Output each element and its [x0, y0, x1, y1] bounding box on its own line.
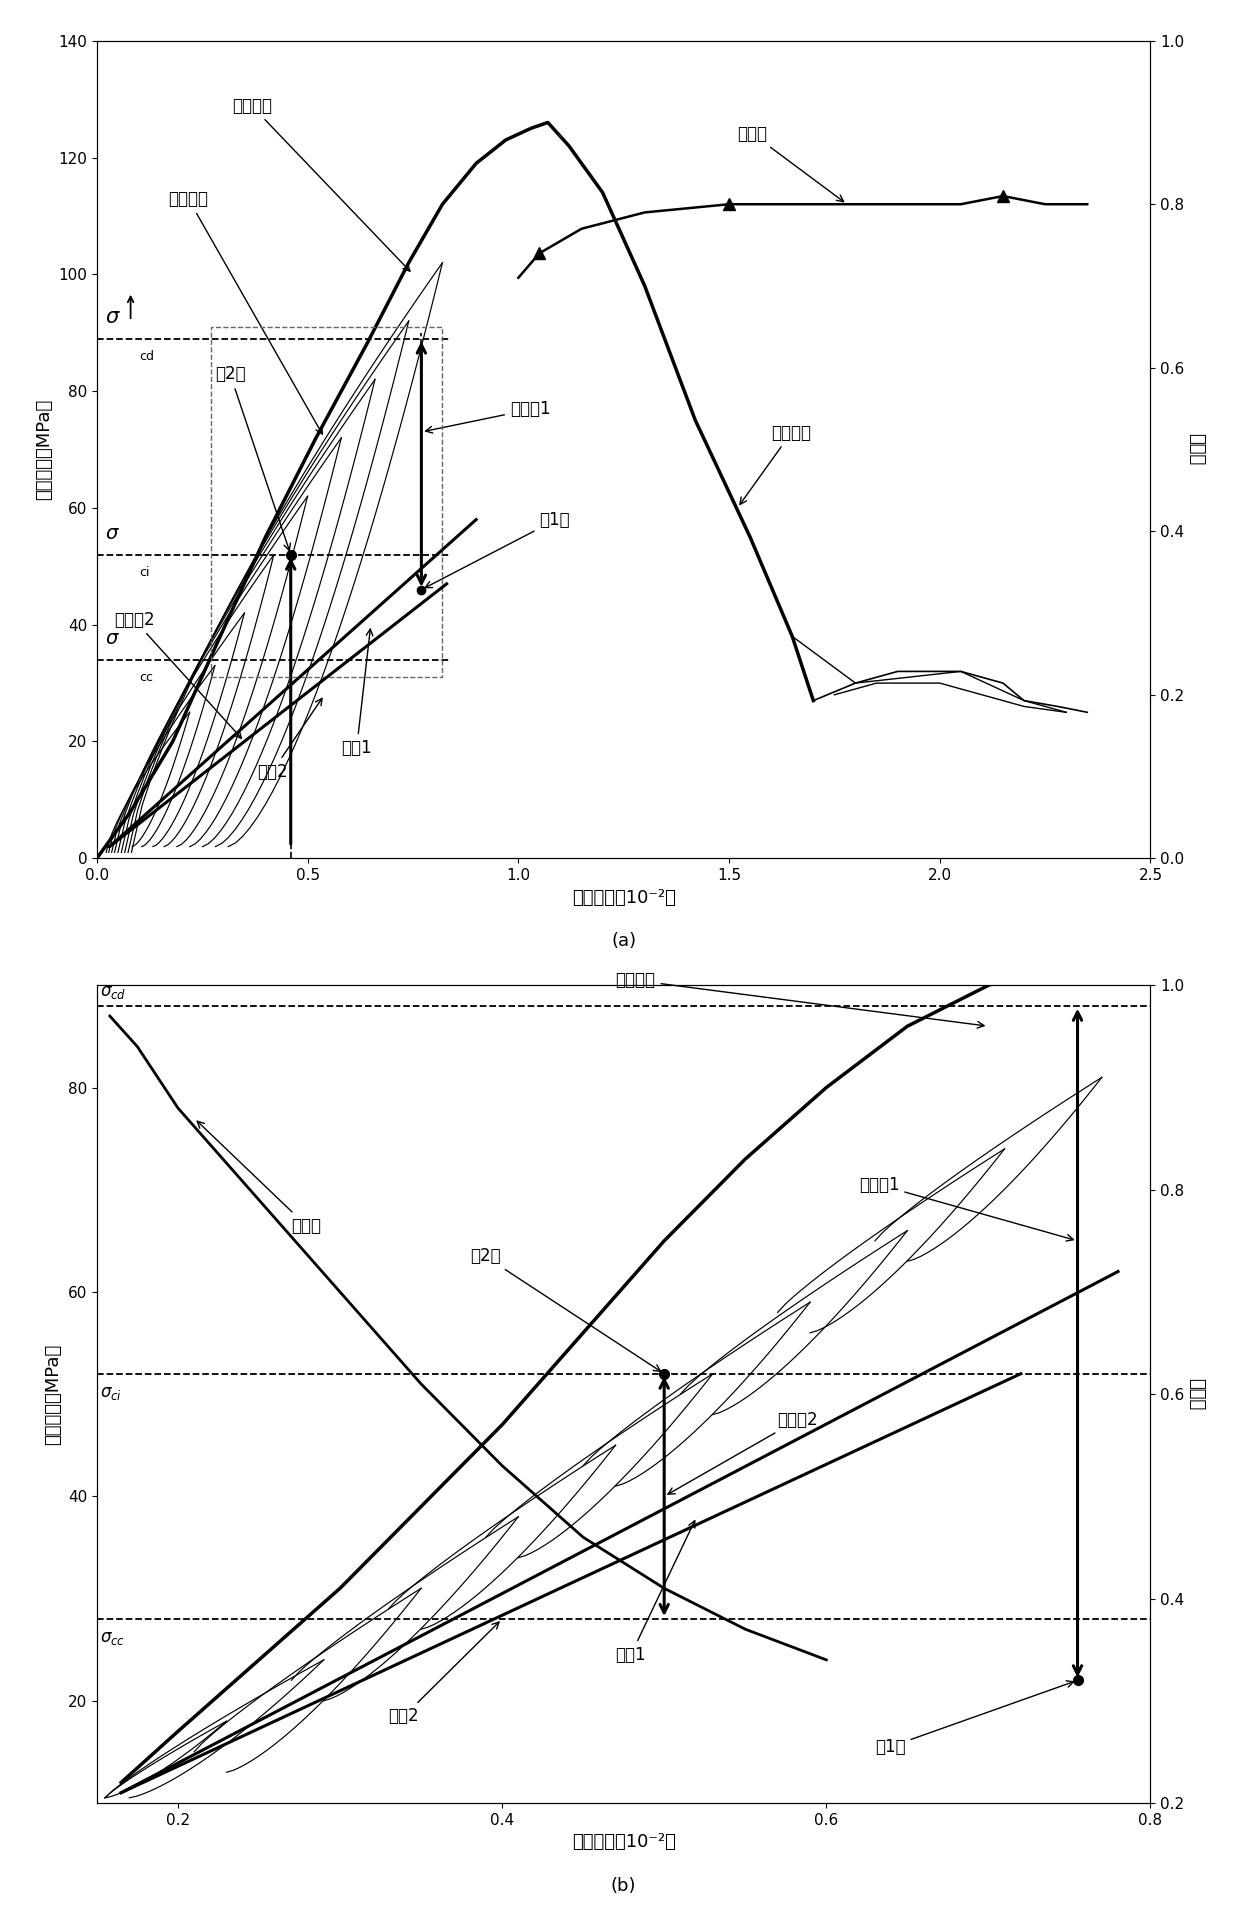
Text: 竖直线1: 竖直线1	[859, 1176, 1074, 1242]
Text: cd: cd	[139, 351, 154, 364]
Text: $\sigma_{cd}$: $\sigma_{cd}$	[100, 983, 126, 1000]
X-axis label: 轴向应变（10⁻²）: 轴向应变（10⁻²）	[572, 1834, 676, 1851]
Text: $\sigma_{ci}$: $\sigma_{ci}$	[100, 1383, 123, 1403]
Text: $\sigma$: $\sigma$	[105, 628, 120, 648]
Text: $\sigma_{cc}$: $\sigma_{cc}$	[100, 1629, 125, 1648]
Text: 直线1: 直线1	[341, 628, 373, 757]
Text: cc: cc	[139, 671, 153, 684]
Text: 竖直线1: 竖直线1	[425, 400, 551, 433]
Text: 第2点: 第2点	[470, 1247, 661, 1372]
Text: 直线2: 直线2	[388, 1623, 498, 1724]
X-axis label: 轴向应变（10⁻²）: 轴向应变（10⁻²）	[572, 889, 676, 906]
Text: 第2点: 第2点	[215, 366, 290, 550]
Text: 第1点: 第1点	[425, 512, 570, 588]
Y-axis label: 耗能比: 耗能比	[1187, 433, 1205, 466]
Text: 第1点: 第1点	[875, 1680, 1074, 1755]
Y-axis label: 轴向应力（MPa）: 轴向应力（MPa）	[35, 399, 53, 500]
Text: 应力应变: 应力应变	[740, 423, 811, 504]
Text: 直线2: 直线2	[257, 697, 322, 780]
Text: 竖直线2: 竖直线2	[668, 1410, 818, 1494]
Text: 外包络线: 外包络线	[232, 98, 410, 272]
Text: $\sigma$: $\sigma$	[105, 307, 122, 328]
Text: ci: ci	[139, 567, 150, 579]
Text: 耗能比: 耗能比	[738, 125, 843, 201]
Text: (b): (b)	[611, 1876, 636, 1895]
Text: 外包络线: 外包络线	[615, 971, 985, 1029]
Text: $\sigma$: $\sigma$	[105, 523, 120, 542]
Bar	[211, 328, 443, 676]
Text: 竖直线2: 竖直线2	[114, 611, 242, 738]
Text: 耗能比: 耗能比	[197, 1121, 321, 1234]
Y-axis label: 耗能比: 耗能比	[1187, 1378, 1205, 1410]
Text: 放大区域: 放大区域	[169, 190, 322, 435]
Text: (a): (a)	[611, 931, 636, 950]
Y-axis label: 轴向应力（MPa）: 轴向应力（MPa）	[45, 1343, 62, 1445]
Text: 直线1: 直线1	[615, 1521, 694, 1663]
